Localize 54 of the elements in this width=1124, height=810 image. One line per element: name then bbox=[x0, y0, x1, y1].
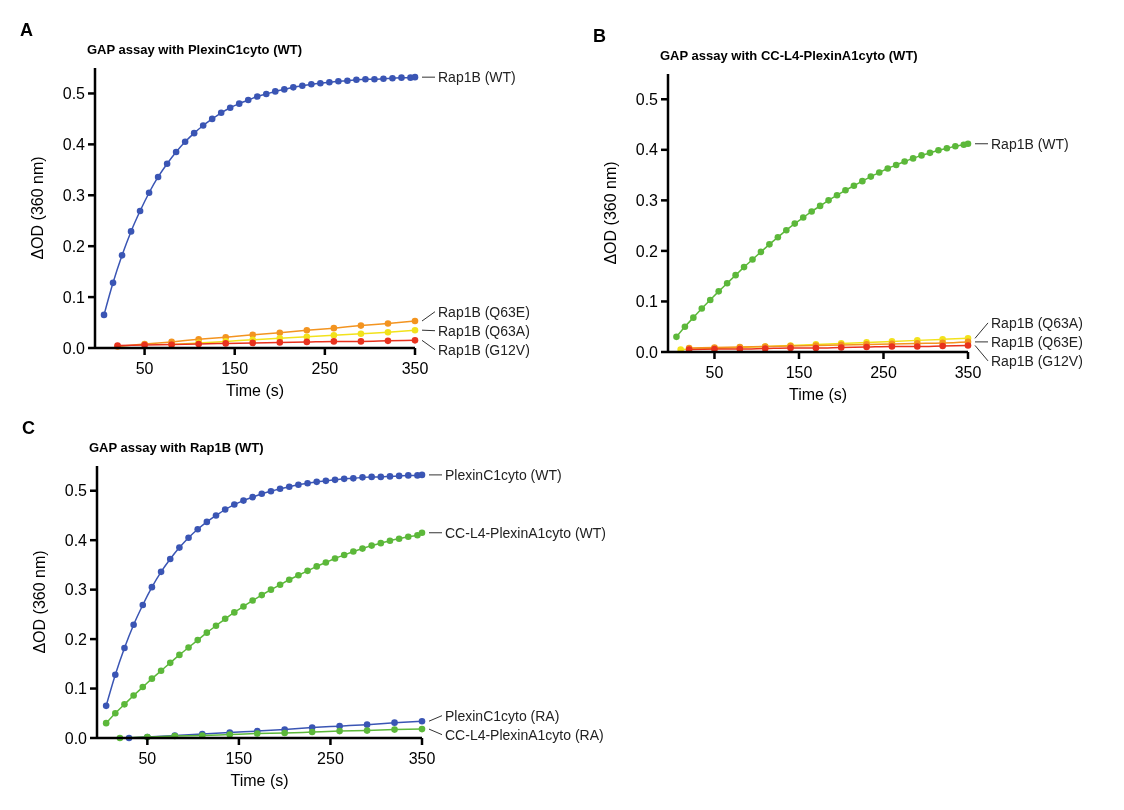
y-tick-label: 0.0 bbox=[635, 343, 659, 361]
x-tick-label: 250 bbox=[870, 364, 897, 381]
x-tick-label: 150 bbox=[221, 360, 249, 377]
x-tick-label: 150 bbox=[225, 750, 253, 767]
series-label: Rap1B (Q63E) bbox=[438, 303, 530, 320]
x-axis-title: Time (s) bbox=[788, 386, 848, 403]
x-tick-label: 250 bbox=[311, 360, 339, 377]
chart-title: GAP assay with Rap1B (WT) bbox=[89, 440, 264, 455]
y-tick-label: 0.4 bbox=[62, 135, 86, 153]
y-axis-title: ΔOD (360 nm) bbox=[31, 550, 48, 654]
series-label: Rap1B (Q63A) bbox=[438, 322, 530, 339]
series-label: CC-L4-PlexinA1cyto (RA) bbox=[445, 726, 604, 743]
y-tick-label: 0.2 bbox=[62, 237, 86, 255]
y-tick-label: 0.4 bbox=[64, 531, 88, 549]
x-tick-label: 150 bbox=[785, 364, 813, 381]
series-label: PlexinC1cyto (WT) bbox=[445, 466, 562, 483]
text: A bbox=[20, 20, 33, 40]
x-tick-label: 50 bbox=[135, 360, 154, 377]
chart-title: GAP assay with CC-L4-PlexinA1cyto (WT) bbox=[660, 48, 918, 63]
y-tick-label: 0.0 bbox=[64, 729, 88, 747]
x-tick-label: 50 bbox=[138, 750, 157, 767]
y-tick-label: 0.0 bbox=[62, 339, 86, 357]
y-tick-label: 0.1 bbox=[62, 288, 86, 306]
x-tick-label: 50 bbox=[705, 364, 724, 381]
y-tick-label: 0.5 bbox=[64, 482, 88, 500]
x-axis-title: Time (s) bbox=[230, 772, 289, 789]
x-tick-label: 350 bbox=[408, 750, 436, 767]
y-tick-label: 0.2 bbox=[64, 630, 88, 648]
y-tick-label: 0.3 bbox=[62, 186, 86, 204]
series-label: Rap1B (G12V) bbox=[991, 352, 1083, 369]
y-tick-label: 0.5 bbox=[62, 85, 86, 103]
y-tick-label: 0.3 bbox=[64, 581, 88, 599]
text: B bbox=[593, 26, 606, 46]
y-axis-title: ΔOD (360 nm) bbox=[602, 161, 619, 265]
y-tick-label: 0.1 bbox=[635, 293, 659, 311]
x-tick-label: 250 bbox=[317, 750, 344, 767]
y-tick-label: 0.4 bbox=[635, 141, 659, 159]
series-label: Rap1B (Q63A) bbox=[991, 314, 1083, 331]
y-tick-label: 0.2 bbox=[635, 242, 659, 260]
series-label: Rap1B (Q63E) bbox=[991, 333, 1083, 350]
y-tick-label: 0.1 bbox=[64, 680, 88, 698]
series-label: PlexinC1cyto (RA) bbox=[445, 707, 560, 724]
chart-title: GAP assay with PlexinC1cyto (WT) bbox=[87, 42, 303, 57]
series-label: CC-L4-PlexinA1cyto (WT) bbox=[445, 524, 607, 541]
y-axis-title: ΔOD (360 nm) bbox=[29, 156, 46, 260]
series-label: Rap1B (G12V) bbox=[438, 341, 530, 358]
x-tick-label: 350 bbox=[401, 360, 429, 377]
series-label: Rap1B (WT) bbox=[438, 69, 516, 86]
series-label: Rap1B (WT) bbox=[991, 135, 1069, 152]
text: C bbox=[22, 418, 35, 438]
x-axis-title: Time (s) bbox=[225, 382, 285, 399]
x-tick-label: 350 bbox=[954, 364, 982, 381]
y-tick-label: 0.5 bbox=[635, 90, 659, 108]
y-tick-label: 0.3 bbox=[635, 191, 659, 209]
